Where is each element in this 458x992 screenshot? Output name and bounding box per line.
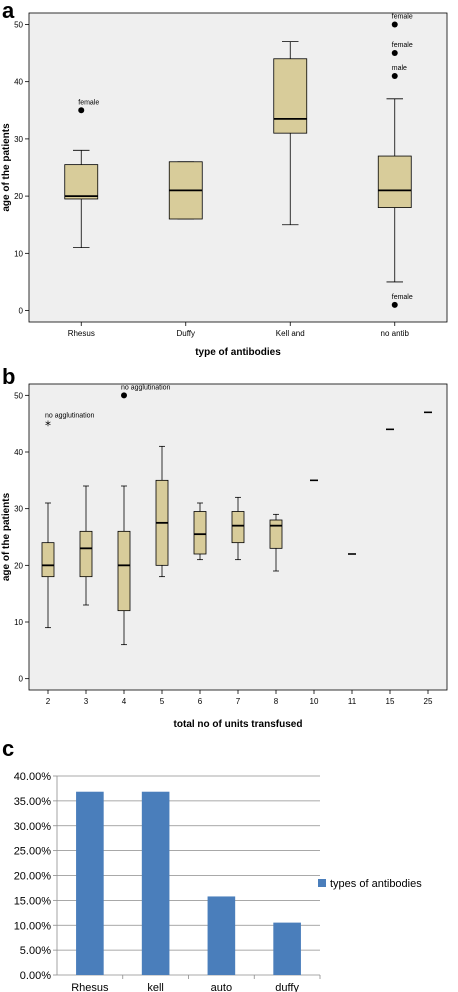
y-tick-label: 30: [14, 135, 23, 144]
y-tick-label: 35.00%: [14, 796, 52, 808]
panel-c-label: c: [2, 736, 15, 761]
x-tick-label: Duffy: [176, 329, 195, 338]
box: [377, 155, 412, 208]
outlier-point: [78, 107, 85, 114]
outlier-point: [391, 72, 398, 79]
y-tick-label: 50: [14, 391, 23, 400]
y-tick-label: 5.00%: [20, 945, 51, 957]
x-tick-label: 6: [198, 697, 203, 706]
x-tick-label: Kell and: [276, 329, 305, 338]
x-tick-label: duffy: [275, 982, 299, 992]
y-tick-label: 30.00%: [14, 821, 52, 833]
x-axis-title: type of antibodies: [195, 347, 281, 358]
y-tick-label: 40.00%: [14, 771, 52, 783]
box: [64, 164, 99, 200]
bar: [273, 922, 301, 975]
box: [41, 542, 55, 578]
x-tick-label: no antib: [381, 329, 410, 338]
x-tick-label: 8: [274, 697, 279, 706]
y-tick-label: 0: [19, 307, 24, 316]
box: [117, 530, 131, 612]
x-tick-label: 7: [236, 697, 241, 706]
bar-chart-c: 0.00% 5.00% 10.00% 15.00% 20.00% 25.00% 30.00%…: [14, 771, 423, 992]
y-tick-label: 15.00%: [14, 895, 52, 907]
plot-area: [28, 12, 448, 323]
x-tick-label: Rhesus: [71, 982, 109, 992]
x-tick-label: 15: [386, 697, 395, 706]
y-tick-label: 0.00%: [20, 970, 51, 982]
box: [273, 58, 308, 134]
box: [231, 511, 245, 544]
box: [193, 511, 207, 555]
y-axis-title: age of the patients: [1, 123, 12, 212]
bar: [76, 791, 104, 975]
panel-a-label: a: [2, 0, 15, 23]
x-tick-label: 2: [46, 697, 51, 706]
legend-swatch: [318, 879, 326, 887]
outlier-label: female: [392, 13, 413, 20]
x-tick-label: 5: [160, 697, 165, 706]
x-tick-label: kell: [147, 982, 164, 992]
outlier-point: [391, 21, 398, 28]
x-tick-label: 25: [424, 697, 433, 706]
y-tick-label: 40: [14, 448, 23, 457]
y-tick-label: 10: [14, 618, 23, 627]
y-tick-label: 25.00%: [14, 846, 52, 858]
y-tick-label: 10: [14, 249, 23, 258]
outlier-label: no agglutination: [45, 413, 95, 420]
x-tick-label: Rhesus: [68, 329, 95, 338]
y-tick-label: 20.00%: [14, 871, 52, 883]
outlier-label: female: [392, 42, 413, 49]
panel-b-label: b: [2, 364, 16, 389]
outlier-point: [391, 301, 398, 308]
y-tick-label: 20: [14, 192, 23, 201]
box: [79, 530, 93, 578]
bar: [141, 791, 170, 975]
y-tick-label: 20: [14, 561, 23, 570]
x-tick-label: auto: [211, 982, 232, 992]
y-tick-label: 0: [19, 675, 24, 684]
y-tick-label: 30: [14, 505, 23, 514]
outlier-point: [121, 392, 127, 399]
x-tick-label: 3: [84, 697, 89, 706]
boxplot-chart-a: 0 10 20 30 40 50 Rhesus Duffy Kell and no antib fe…: [1, 12, 448, 358]
outlier-star: *: [45, 419, 51, 433]
x-tick-label: 11: [348, 697, 357, 706]
bar: [207, 896, 236, 975]
y-tick-label: 10.00%: [14, 920, 52, 932]
x-axis-title: total no of units transfused: [174, 719, 303, 730]
x-tick-label: 4: [122, 697, 127, 706]
y-axis-title: age of the patients: [1, 492, 12, 581]
outlier-point: [391, 50, 398, 57]
box: [269, 519, 283, 549]
outlier-label: female: [392, 294, 413, 301]
outlier-label: female: [78, 99, 99, 106]
legend-label: types of antibodies: [330, 878, 422, 890]
outlier-label: no agglutination: [121, 384, 171, 391]
x-tick-label: 10: [310, 697, 319, 706]
outlier-label: male: [392, 65, 407, 72]
y-tick-label: 40: [14, 78, 23, 87]
y-tick-label: 50: [14, 20, 23, 29]
